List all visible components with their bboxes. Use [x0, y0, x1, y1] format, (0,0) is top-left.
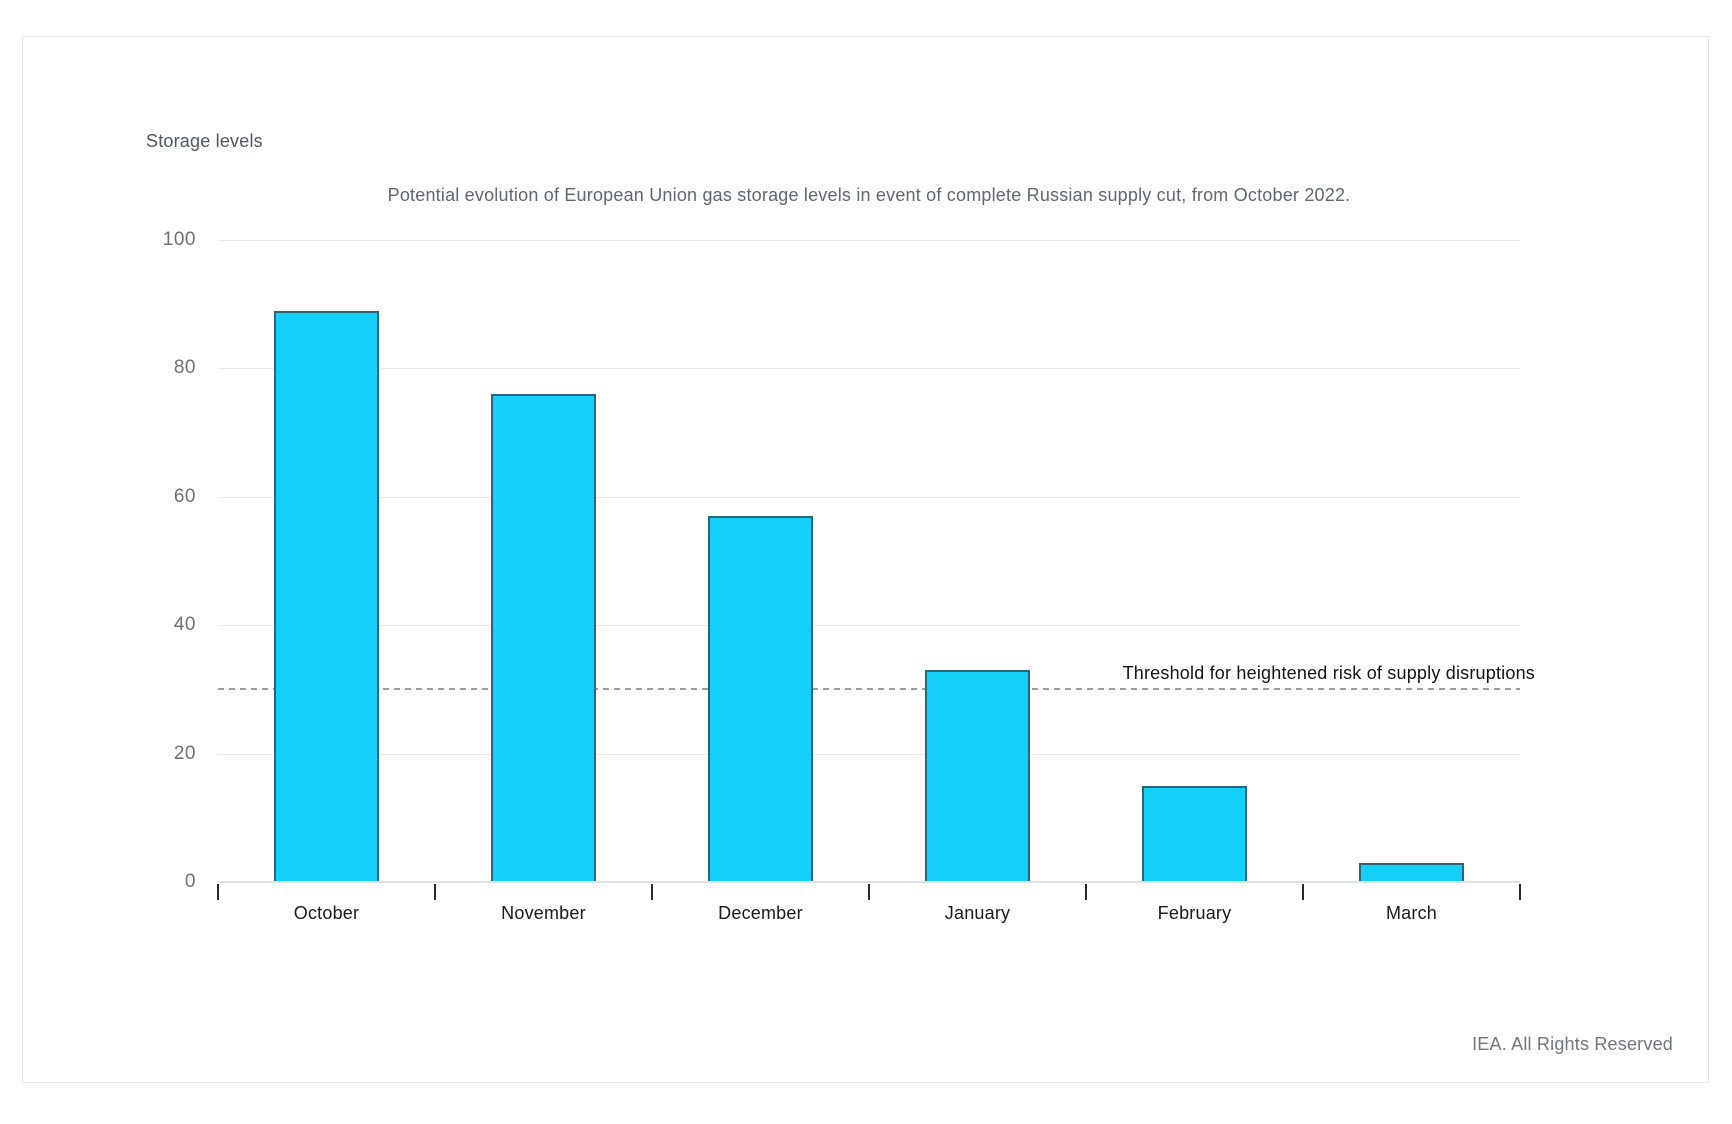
- y-axis-label-40: 40: [173, 614, 196, 635]
- gridline-40: [218, 625, 1520, 626]
- x-axis-tick: [217, 884, 219, 900]
- bar-february: [1142, 786, 1247, 882]
- x-axis-tick: [868, 884, 870, 900]
- copyright-footer: IEA. All Rights Reserved: [1472, 1034, 1673, 1054]
- bar-january: [925, 670, 1030, 882]
- x-axis-tick: [1519, 884, 1521, 900]
- bar-december: [708, 516, 813, 882]
- bar-october: [274, 311, 379, 882]
- x-axis-tick: [434, 884, 436, 900]
- chart-title: Potential evolution of European Union ga…: [387, 185, 1351, 205]
- gridline-80: [218, 368, 1520, 369]
- x-axis-tick: [1302, 884, 1304, 900]
- x-axis-label-february: February: [1157, 903, 1232, 923]
- x-axis-label-november: November: [501, 903, 586, 923]
- y-axis-label-0: 0: [184, 871, 196, 892]
- threshold-line: [218, 688, 1520, 690]
- x-axis-label-october: October: [293, 903, 360, 923]
- y-axis-title: Storage levels: [146, 131, 263, 151]
- x-axis-line: [218, 881, 1520, 883]
- y-axis-label-60: 60: [173, 486, 196, 507]
- bar-november: [491, 394, 596, 882]
- x-axis-label-december: December: [718, 903, 803, 923]
- gridline-60: [218, 497, 1520, 498]
- threshold-label: Threshold for heightened risk of supply …: [1122, 663, 1535, 683]
- y-axis-label-20: 20: [173, 743, 196, 764]
- x-axis-tick: [651, 884, 653, 900]
- y-axis-label-80: 80: [173, 357, 196, 378]
- y-axis-label-100: 100: [162, 229, 196, 250]
- bar-march: [1359, 863, 1464, 882]
- x-axis-label-january: January: [944, 903, 1011, 923]
- x-axis-tick: [1085, 884, 1087, 900]
- gridline-20: [218, 754, 1520, 755]
- gridline-100: [218, 240, 1520, 241]
- x-axis-label-march: March: [1385, 903, 1437, 923]
